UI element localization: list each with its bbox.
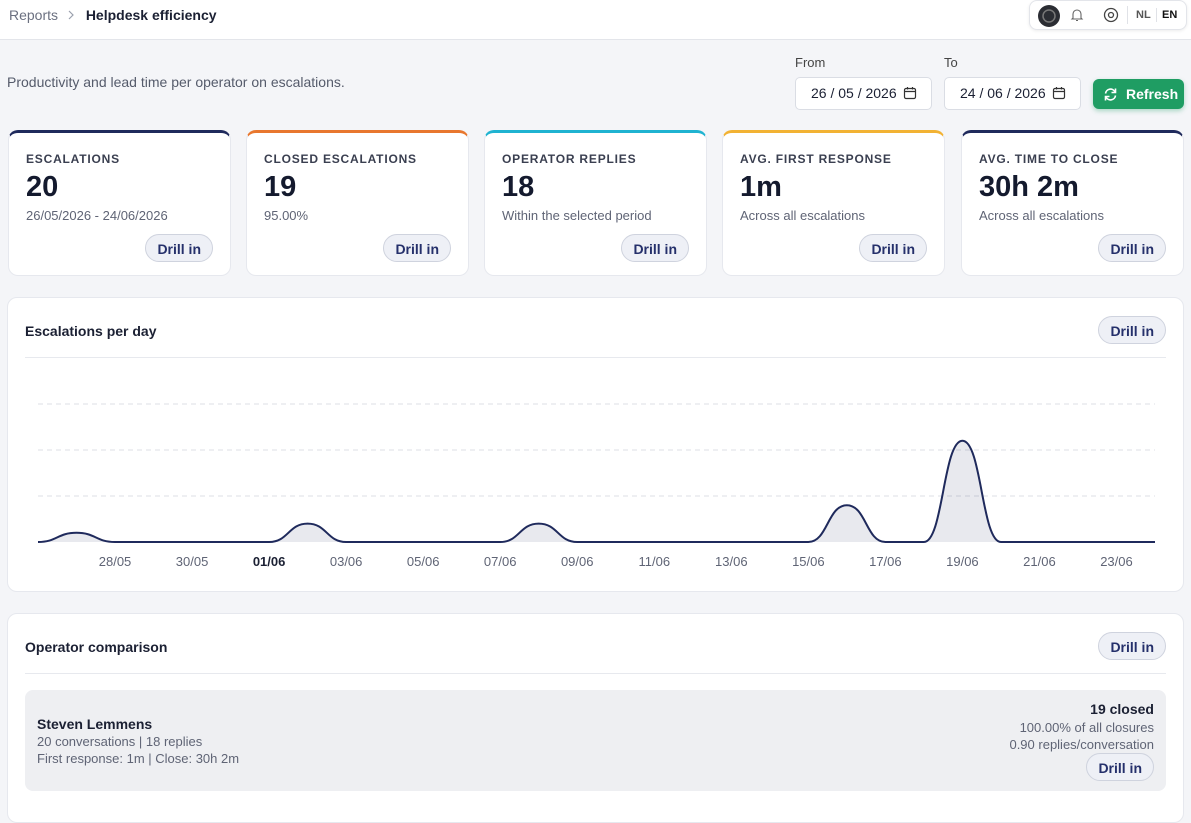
x-tick-label: 28/05	[99, 554, 132, 569]
kpi-note: Across all escalations	[740, 208, 865, 223]
breadcrumb: Reports Helpdesk efficiency	[9, 7, 217, 23]
drill-in-button[interactable]: Drill in	[1098, 632, 1166, 660]
refresh-label: Refresh	[1126, 86, 1179, 102]
kpi-note: 26/05/2026 - 24/06/2026	[26, 208, 168, 223]
operator-row: Steven Lemmens 20 conversations | 18 rep…	[25, 690, 1166, 791]
language-option[interactable]: EN	[1162, 9, 1178, 21]
x-tick-label: 07/06	[484, 554, 517, 569]
x-tick-label: 13/06	[715, 554, 748, 569]
kpi-card: CLOSED ESCALATIONS 19 95.00% Drill in	[246, 130, 469, 276]
kpi-label: OPERATOR REPLIES	[502, 152, 637, 166]
kpi-card: ESCALATIONS 20 26/05/2026 - 24/06/2026 Dril…	[8, 130, 231, 276]
kpi-card: AVG. TIME TO CLOSE 30h 2m Across all escal…	[961, 130, 1184, 276]
refresh-button[interactable]: Refresh	[1093, 79, 1184, 109]
line	[37, 439, 1155, 543]
breadcrumb-parent[interactable]: Reports	[9, 7, 59, 23]
chevron	[68, 10, 74, 20]
to-label: To	[944, 55, 958, 70]
operator-closed: 19 closed	[1090, 701, 1154, 717]
page-title: Helpdesk efficiency	[85, 7, 217, 23]
drill-in-button[interactable]: Drill in	[859, 234, 927, 262]
language-option[interactable]: NL	[1136, 9, 1151, 21]
notifications-icon[interactable]	[1069, 7, 1085, 23]
x-tick-label: 09/06	[561, 554, 594, 569]
kpi-note: Across all escalations	[979, 208, 1104, 223]
chart-card: Escalations per day Drill in 28/05 30/05 0…	[7, 297, 1184, 592]
operator-share: 100.00% of all closures	[1019, 720, 1154, 735]
kpi-value: 20	[26, 171, 59, 203]
drill-in-button[interactable]: Drill in	[621, 234, 689, 262]
x-tick-label: 23/06	[1100, 554, 1133, 569]
operator-name: Steven Lemmens	[37, 716, 153, 732]
chart-title: Escalations per day	[25, 323, 157, 339]
kpi-label: AVG. TIME TO CLOSE	[979, 152, 1119, 166]
x-tick-label: 01/06	[253, 554, 286, 569]
kpi-value: 1m	[740, 171, 782, 203]
from-date[interactable]: 26 / 05 / 2026	[795, 77, 932, 110]
drill-in-button[interactable]: Drill in	[145, 234, 213, 262]
drill-in-button[interactable]: Drill in	[1086, 753, 1154, 781]
x-tick-label: 11/06	[638, 554, 670, 569]
x-tick-label: 05/06	[407, 554, 440, 569]
to-value: 24 / 06 / 2026	[960, 85, 1046, 101]
operator-stats: 20 conversations | 18 replies	[37, 734, 203, 749]
calendar-icon	[1052, 87, 1066, 100]
to-date[interactable]: 24 / 06 / 2026	[944, 77, 1081, 110]
x-tick-label: 15/06	[792, 554, 825, 569]
kpi-note: 95.00%	[264, 208, 309, 223]
kpi-value: 30h 2m	[979, 171, 1079, 203]
drill-in-button[interactable]: Drill in	[383, 234, 451, 262]
kpi-value: 19	[264, 171, 297, 203]
kpi-note: Within the selected period	[502, 208, 652, 223]
x-tick-label: 03/06	[330, 554, 363, 569]
area-fill	[38, 440, 1155, 542]
avatar[interactable]	[1037, 4, 1061, 28]
divider	[25, 673, 1166, 674]
kpi-card: AVG. FIRST RESPONSE 1m Across all escalati…	[722, 130, 945, 276]
drill-in-button[interactable]: Drill in	[1098, 234, 1166, 262]
drill-in-button[interactable]: Drill in	[1098, 316, 1166, 344]
kpi-value: 18	[502, 171, 535, 203]
subtitle: Productivity and lead time per operator …	[7, 74, 345, 90]
kpi-label: CLOSED ESCALATIONS	[264, 152, 417, 166]
section-title: Operator comparison	[25, 639, 168, 655]
kpi-label: ESCALATIONS	[26, 152, 120, 166]
operator-times: First response: 1m | Close: 30h 2m	[37, 751, 240, 766]
kpi-card: OPERATOR REPLIES 18 Within the selected pe…	[484, 130, 707, 276]
kpi-label: AVG. FIRST RESPONSE	[740, 152, 892, 166]
x-tick-label: 17/06	[869, 554, 902, 569]
x-tick-label: 21/06	[1023, 554, 1056, 569]
operator-ratio: 0.90 replies/conversation	[1009, 737, 1154, 752]
chart: 28/05 30/05 01/06 03/06 05/06 07/06 09/06 11/06…	[37, 403, 1155, 569]
x-tick-label: 30/05	[176, 554, 209, 569]
x-tick-label: 19/06	[946, 554, 979, 569]
operator-card: Operator comparison Drill in Steven Lemm…	[7, 613, 1184, 823]
from-label: From	[795, 55, 826, 70]
calendar-icon	[903, 87, 917, 100]
toolbar: NL EN	[1029, 0, 1187, 30]
help-icon[interactable]	[1103, 7, 1119, 23]
top-bar: Reports Helpdesk efficiency NL EN	[0, 0, 1191, 40]
from-value: 26 / 05 / 2026	[811, 85, 897, 101]
divider	[25, 357, 1166, 358]
refresh-icon	[1104, 88, 1117, 101]
